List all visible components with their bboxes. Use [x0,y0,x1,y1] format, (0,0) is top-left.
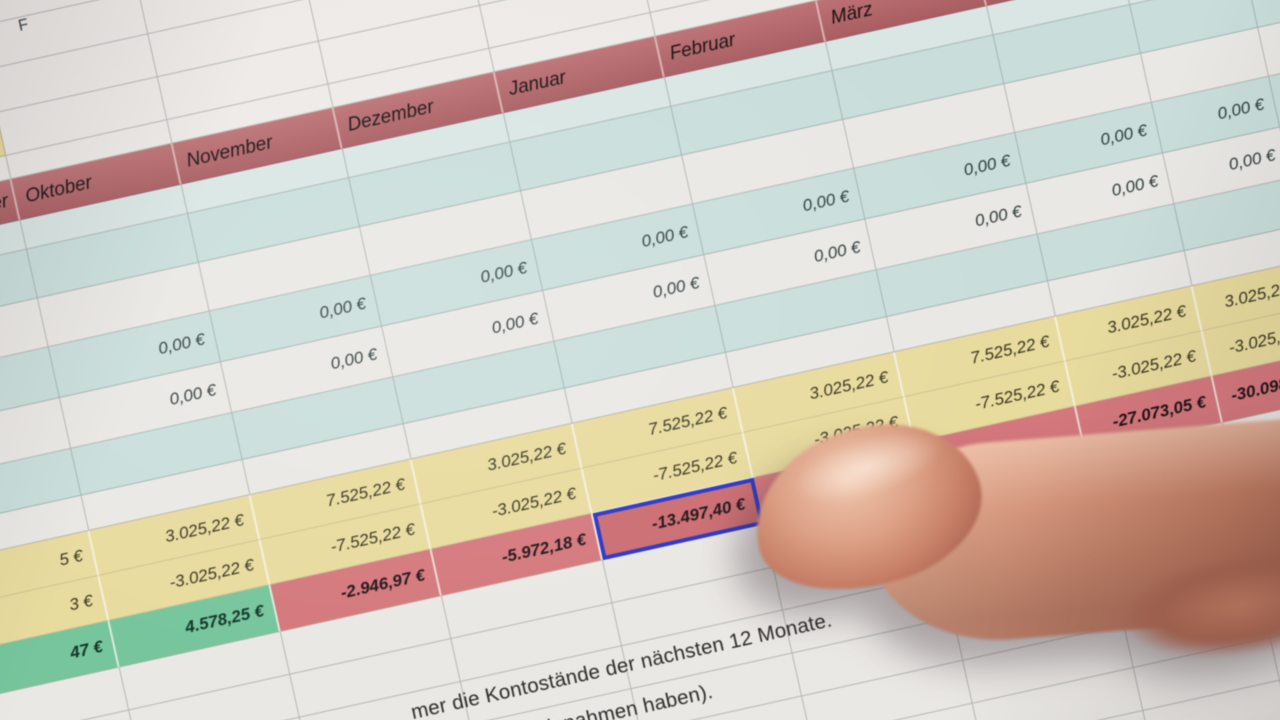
pointing-finger [734,399,1280,672]
screen-photo: F ber Oktober November Dezember Januar F… [0,0,1280,720]
